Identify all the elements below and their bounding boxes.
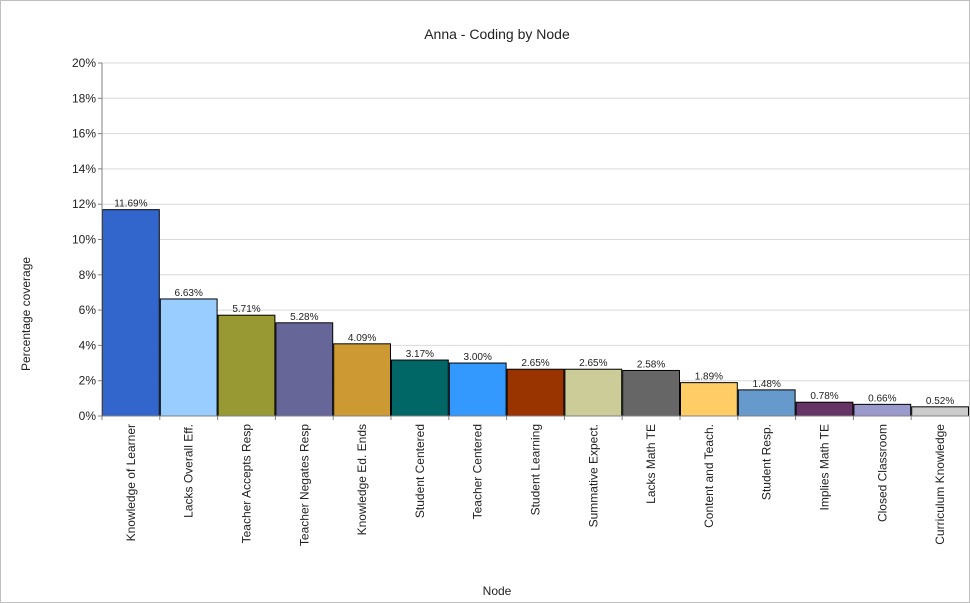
data-label: 0.66% — [868, 393, 896, 404]
data-label: 6.63% — [175, 288, 203, 299]
bar — [564, 368, 623, 417]
y-tick-label: 12% — [72, 197, 96, 211]
y-tick-label: 4% — [79, 338, 97, 352]
y-tick-label: 16% — [72, 127, 96, 141]
x-tick-label: Knowledge Ed. Ends — [355, 424, 369, 535]
y-tick-label: 10% — [72, 233, 96, 247]
y-tick-label: 2% — [79, 374, 97, 388]
x-tick-label: Implies Math TE — [818, 424, 832, 510]
data-labels: 11.69% 6.63% 5.71% 5.28% 4.09% 3.17% 3.00% 2.65… — [114, 199, 954, 407]
x-tick-label: Content and Teach. — [702, 424, 716, 528]
bars-group — [102, 209, 969, 417]
data-label: 2.65% — [579, 358, 607, 369]
bar — [853, 403, 912, 417]
x-tick-label: Lacks Overall Eff. — [182, 424, 196, 518]
bar — [622, 369, 681, 417]
data-label: 4.09% — [348, 333, 376, 344]
y-tick-label: 14% — [72, 162, 96, 176]
data-label: 2.58% — [637, 359, 665, 370]
data-label: 1.89% — [695, 372, 723, 383]
y-tick-label: 0% — [79, 409, 97, 423]
y-tick-label: 20% — [72, 56, 96, 70]
data-label: 3.17% — [406, 349, 434, 360]
x-tick-label: Student Resp. — [760, 424, 774, 500]
x-tick-label: Teacher Centered — [471, 424, 485, 519]
data-label: 5.28% — [290, 312, 318, 323]
x-tick-label: Curriculum Knowledge — [933, 424, 947, 545]
bar — [333, 343, 392, 417]
x-tick-label: Lacks Math TE — [644, 424, 658, 504]
data-label: 11.69% — [114, 199, 147, 210]
data-label: 0.78% — [810, 391, 838, 402]
bar — [159, 298, 218, 417]
x-tick-label: Summative Expect. — [586, 424, 600, 527]
y-axis-label: Percentage coverage — [19, 257, 33, 371]
y-tick-label: 6% — [79, 303, 97, 317]
chart-title: Anna - Coding by Node — [424, 26, 570, 42]
data-label: 3.00% — [464, 352, 492, 363]
data-label: 1.48% — [753, 379, 781, 390]
x-axis-categories: Knowledge of Learner Lacks Overall Eff. Te… — [101, 416, 947, 546]
x-tick-label: Teacher Accepts Resp — [240, 424, 254, 544]
bar — [795, 401, 854, 417]
x-tick-label: Student Centered — [413, 424, 427, 518]
x-tick-label: Closed Classroom — [875, 424, 889, 522]
bar — [102, 209, 160, 417]
data-label: 2.65% — [521, 358, 549, 369]
bar — [737, 389, 796, 417]
bar — [391, 359, 449, 417]
x-tick-label: Teacher Negates Resp — [297, 424, 311, 546]
y-tick-label: 8% — [79, 268, 97, 282]
bar — [217, 314, 276, 417]
bar — [911, 406, 969, 417]
bar — [448, 362, 507, 417]
x-tick-label: Knowledge of Learner — [124, 424, 138, 541]
y-axis-ticks: 0% 2% 4% 6% 8% 10% 12% 14% 16% 18% 20% — [72, 56, 102, 423]
data-label: 0.52% — [926, 396, 954, 407]
x-tick-label: Student Learning — [529, 424, 543, 515]
bar — [680, 382, 738, 417]
x-axis-label: Node — [483, 584, 512, 598]
y-tick-label: 18% — [72, 91, 96, 105]
bar — [275, 322, 334, 417]
data-label: 5.71% — [232, 304, 260, 315]
bar — [506, 368, 565, 417]
